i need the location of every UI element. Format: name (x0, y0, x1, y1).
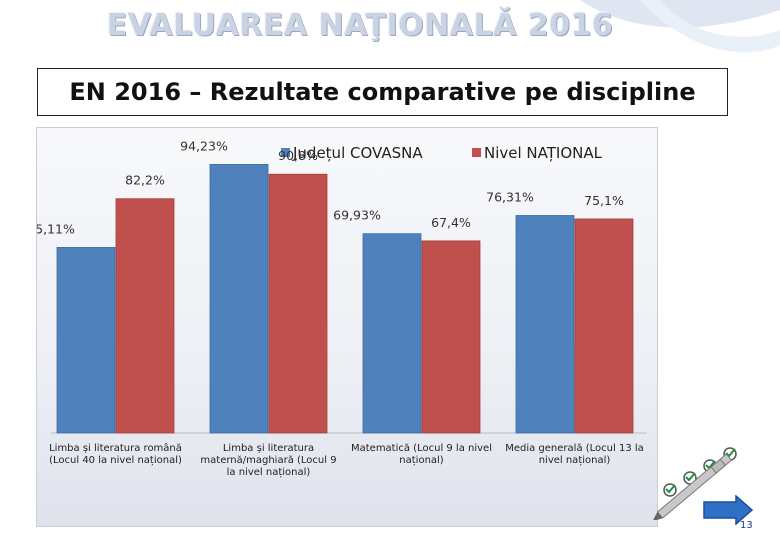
chart-panel: Județul COVASNA Nivel NAȚIONAL 65,11% 82,2%… (36, 127, 658, 527)
data-label-covasna-4: 76,31% (486, 190, 534, 205)
legend-swatch-2 (472, 148, 481, 157)
bar-covasna-1 (56, 247, 116, 434)
bar-covasna-2 (209, 164, 269, 434)
data-label-covasna-3: 69,93% (333, 208, 381, 223)
data-label-national-1: 82,2% (125, 173, 165, 188)
chart-title: EN 2016 – Rezultate comparative pe disci… (69, 78, 696, 106)
data-label-national-4: 75,1% (584, 193, 624, 208)
category-label-2-line-3: la nivel național) (227, 467, 311, 478)
legend-swatch-1 (281, 148, 290, 157)
category-label-2-line-1: Limba și literatura (223, 443, 314, 454)
background-swoosh (580, 0, 780, 53)
category-label-3-line-1: Matematică (Locul 9 la nivel (351, 443, 492, 454)
page-number: 13 (740, 520, 753, 531)
bar-covasna-3 (362, 233, 422, 434)
category-label-1-line-2: (Locul 40 la nivel național) (49, 455, 182, 466)
category-label-3-line-2: național) (399, 455, 444, 466)
bar-national-1 (115, 198, 175, 434)
data-label-covasna-1: 65,11% (37, 221, 75, 236)
data-label-national-2: 90,8% (278, 148, 318, 163)
slide-title: EVALUAREA NAŢIONALĂ 2016 (106, 8, 614, 43)
category-label-4-line-2: nivel național) (539, 455, 611, 466)
right-arrow-icon[interactable] (702, 495, 754, 525)
category-label-4-line-1: Media generală (Locul 13 la (505, 443, 644, 454)
bar-national-3 (421, 240, 481, 434)
bar-chart: Județul COVASNA Nivel NAȚIONAL 65,11% 82,2%… (37, 138, 647, 478)
legend-label-2: Nivel NAȚIONAL (484, 144, 603, 162)
bar-national-2 (268, 173, 328, 434)
legend-label-1: Județul COVASNA (292, 144, 423, 162)
data-label-national-3: 67,4% (431, 215, 471, 230)
data-label-covasna-2: 94,23% (180, 138, 228, 153)
bar-covasna-4 (515, 215, 575, 434)
checklist-pencil-icon (652, 447, 737, 520)
bar-national-4 (574, 218, 634, 434)
chart-title-box: EN 2016 – Rezultate comparative pe disci… (37, 68, 728, 116)
category-label-1-line-1: Limba și literatura română (49, 442, 182, 454)
category-label-2-line-2: maternă/maghiară (Locul 9 (200, 455, 336, 466)
